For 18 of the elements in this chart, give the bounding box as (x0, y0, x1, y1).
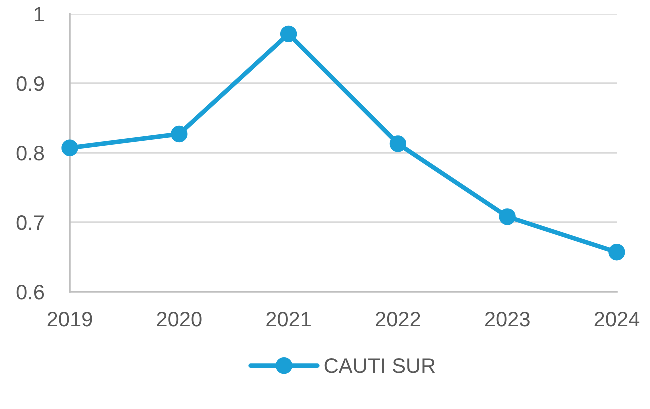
x-tick-label: 2019 (48, 312, 92, 327)
point (171, 126, 188, 143)
y-tick-label: 1 (35, 7, 44, 22)
point (499, 208, 516, 226)
y-tick-label: 0.6 (16, 285, 44, 300)
point (608, 244, 626, 261)
point (280, 26, 298, 42)
point (390, 136, 407, 152)
y-tick-label: 0.8 (16, 146, 44, 161)
x-tick-label: 2024 (594, 312, 640, 327)
x-tick-label: 2022 (376, 312, 420, 327)
x-tick-label: 2021 (266, 312, 311, 327)
legend-label: CAUTI SUR (324, 358, 436, 374)
point (62, 140, 78, 156)
y-tick-label: 0.9 (16, 76, 44, 92)
x-tick-label: 2020 (157, 312, 202, 327)
y-tick-label: 0.7 (16, 216, 44, 230)
x-tick-label: 2023 (485, 312, 530, 327)
